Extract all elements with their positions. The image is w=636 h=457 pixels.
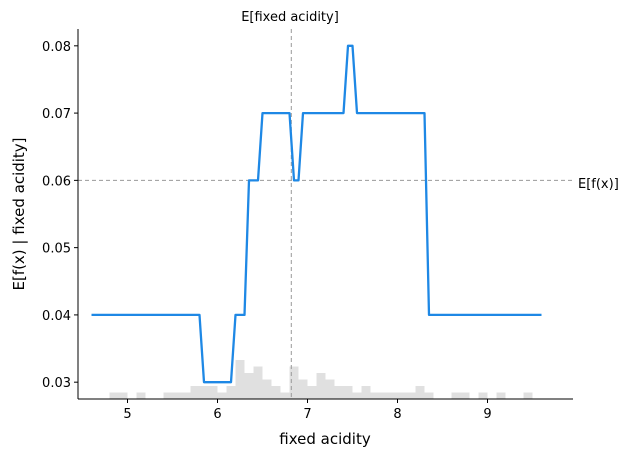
x-tick-label: 7 (303, 407, 311, 422)
x-tick-label: 5 (123, 407, 131, 422)
histogram-bar (253, 366, 263, 399)
x-tick-label: 6 (213, 407, 221, 422)
histogram-bar (343, 386, 353, 399)
histogram-bar (415, 386, 425, 399)
histogram-bar (334, 386, 344, 399)
y-tick-label: 0.03 (42, 376, 71, 391)
y-tick-label: 0.08 (42, 40, 71, 55)
dependence-line (91, 44, 542, 384)
histogram-bar (271, 386, 281, 399)
histogram-bar (280, 392, 290, 399)
histogram-bar (388, 392, 398, 399)
histogram-bar (172, 392, 182, 399)
histogram-bar (109, 392, 119, 399)
histogram-bar (136, 392, 146, 399)
ticks: 5 6 7 8 9 0.03 0.04 0.05 0.06 0.07 0.08 (42, 40, 492, 422)
histogram-bar (190, 386, 200, 399)
histogram-bar (397, 392, 407, 399)
histogram-bar (523, 392, 533, 399)
histogram-bar (460, 392, 470, 399)
reference-lines (78, 29, 573, 399)
histogram-bar (307, 386, 317, 399)
y-tick-label: 0.07 (42, 107, 71, 122)
histogram-bar (451, 392, 461, 399)
histogram-bar (316, 373, 326, 399)
y-tick-label: 0.05 (42, 242, 71, 257)
histogram-bar (478, 392, 488, 399)
expected-value-label: E[f(x)] (578, 177, 619, 192)
histogram-bar (208, 386, 218, 399)
histogram-bar (298, 379, 308, 399)
y-tick-label: 0.06 (42, 174, 71, 189)
histogram-bar (181, 392, 191, 399)
histogram-bar (226, 386, 236, 399)
histogram-bar (379, 392, 389, 399)
histogram-bar (424, 392, 434, 399)
series-line (91, 44, 542, 384)
histogram-bar (352, 392, 362, 399)
histogram-bar (118, 392, 128, 399)
expected-feature-label: E[fixed acidity] (241, 10, 339, 25)
histogram-bar (289, 366, 299, 399)
histogram-bar (361, 386, 371, 399)
histogram-bar (262, 379, 272, 399)
x-tick-label: 9 (483, 407, 491, 422)
histogram-bar (199, 386, 209, 399)
histogram (109, 360, 533, 399)
y-tick-label: 0.04 (42, 309, 71, 324)
x-tick-label: 8 (393, 407, 401, 422)
histogram-bar (496, 392, 506, 399)
histogram-bar (406, 392, 416, 399)
axes (77, 29, 573, 400)
x-axis-title: fixed acidity (279, 430, 371, 448)
histogram-bar (325, 379, 335, 399)
y-axis-title: E[f(x) | fixed acidity] (10, 137, 28, 290)
histogram-bar (370, 392, 380, 399)
histogram-bar (217, 392, 227, 399)
histogram-bar (244, 373, 254, 399)
histogram-bar (163, 392, 173, 399)
histogram-bar (235, 360, 245, 399)
